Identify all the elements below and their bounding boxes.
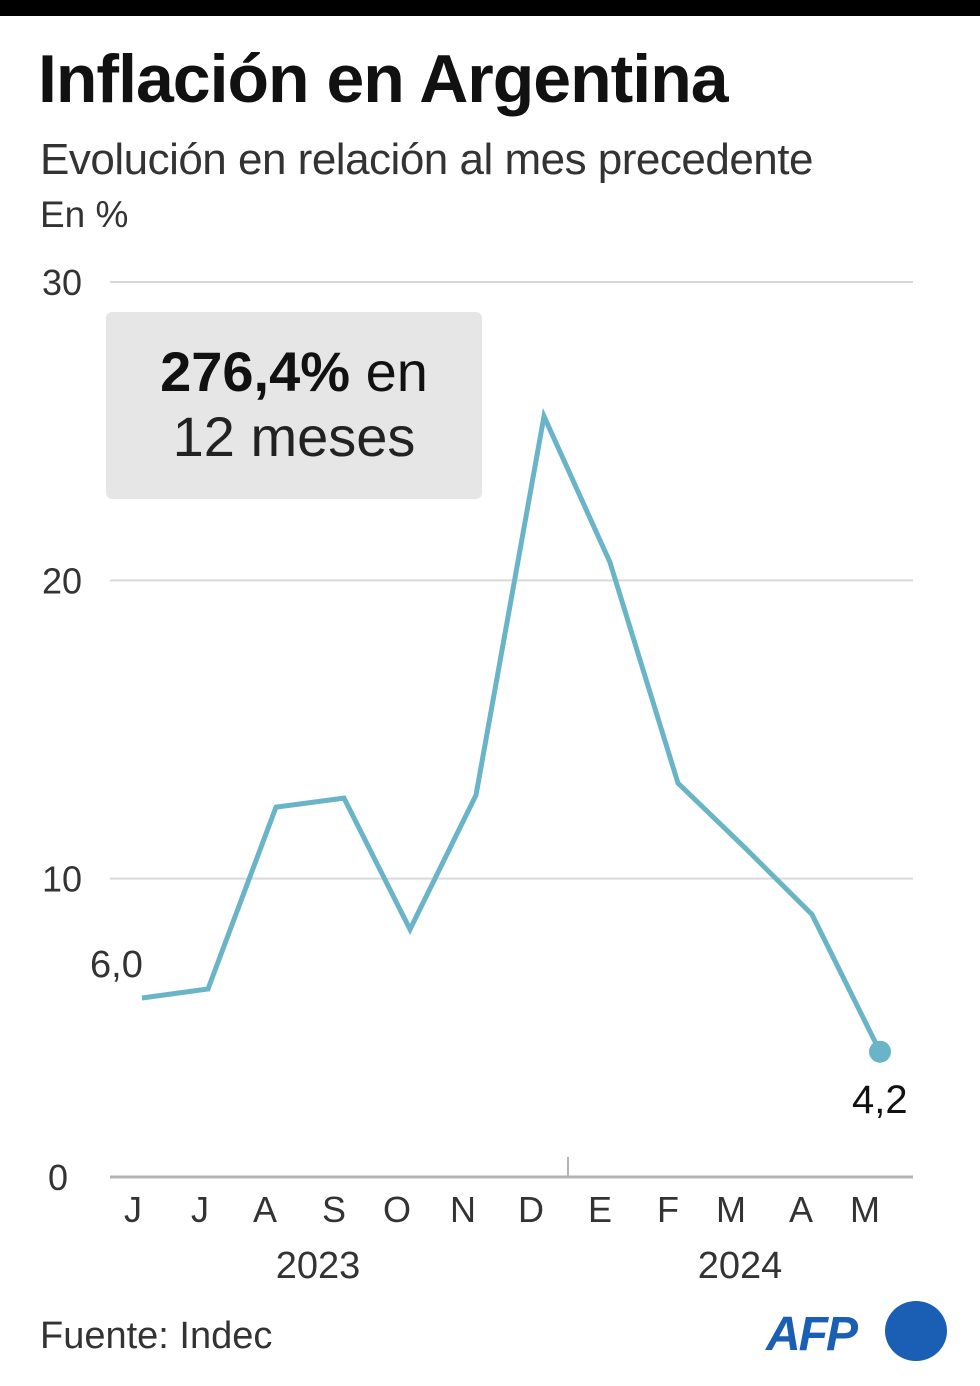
x-tick-label: A	[789, 1189, 813, 1230]
callout-line2: 12 meses	[172, 405, 416, 468]
x-tick-label: A	[253, 1189, 277, 1230]
end-point-marker	[869, 1040, 891, 1063]
x-tick-label: N	[450, 1189, 476, 1230]
x-tick-label: E	[588, 1189, 612, 1230]
x-tick-label: J	[124, 1189, 142, 1230]
y-axis-ticks: 0 10 20 30	[42, 262, 82, 1198]
callout-line1: 276,4% en	[106, 340, 482, 404]
y-tick-label: 10	[42, 859, 82, 900]
year-labels: 2023 2024	[276, 1245, 783, 1287]
x-tick-label: M	[716, 1189, 746, 1230]
year-label: 2024	[698, 1245, 783, 1287]
afp-logo-text: AFP	[765, 1308, 859, 1361]
chart-title: Inflación en Argentina	[38, 41, 729, 117]
chart-subtitle: Evolución en relación al mes precedente	[40, 135, 813, 184]
y-tick-label: 30	[42, 262, 82, 303]
x-tick-label: M	[850, 1189, 880, 1230]
y-tick-label: 20	[42, 560, 82, 601]
x-tick-label: S	[322, 1189, 346, 1230]
last-value-label: 4,2	[852, 1078, 908, 1122]
source-note: Fuente: Indec	[40, 1315, 273, 1357]
x-tick-label: O	[383, 1189, 411, 1230]
afp-logo: AFP	[765, 1301, 947, 1361]
unit-label: En %	[40, 194, 129, 235]
callout-value: 276,4%	[160, 340, 351, 403]
callout-box: 276,4% en 12 meses	[106, 312, 482, 499]
callout-suffix: en	[350, 340, 428, 403]
top-rule	[0, 0, 980, 16]
year-label: 2023	[276, 1245, 361, 1287]
first-value-label: 6,0	[90, 944, 143, 986]
y-tick-label: 0	[48, 1157, 68, 1198]
x-tick-label: J	[191, 1189, 209, 1230]
afp-logo-circle	[885, 1301, 947, 1361]
x-tick-label: F	[657, 1189, 679, 1230]
x-tick-label: D	[518, 1189, 544, 1230]
inflation-line	[141, 407, 883, 1053]
